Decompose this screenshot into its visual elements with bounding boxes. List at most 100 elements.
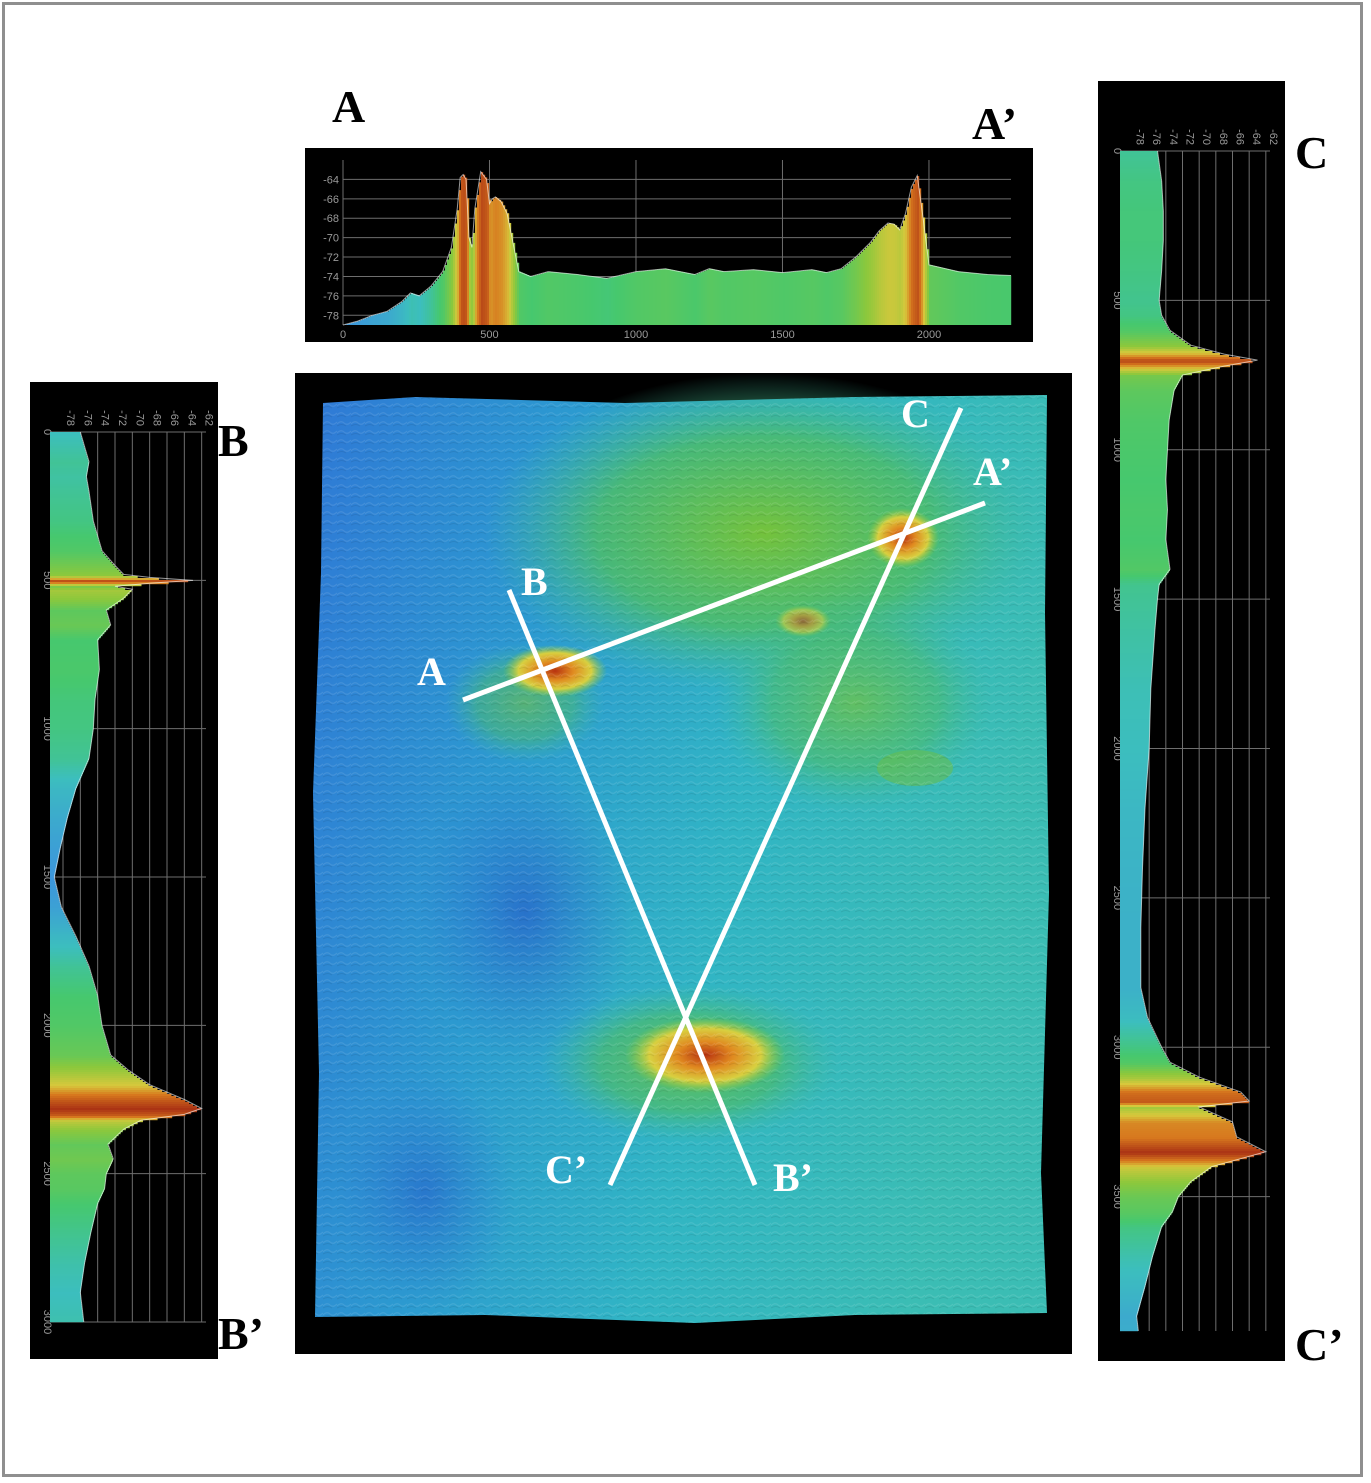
profile-a-depth-tick: -68	[323, 213, 339, 225]
profile-b-bar	[50, 786, 77, 789]
profile-b-bar	[50, 476, 87, 479]
profile-c-bar	[1120, 849, 1144, 852]
profile-b-bar	[50, 912, 64, 915]
profile-b-bar	[50, 650, 99, 653]
profile-a-bar	[643, 270, 646, 325]
profile-c-bar	[1120, 883, 1143, 886]
profile-b-bar	[50, 628, 108, 631]
profile-c-bar	[1120, 173, 1161, 176]
profile-c-bar	[1120, 1145, 1253, 1148]
profile-c-bar	[1120, 1093, 1242, 1096]
profile-c-bar	[1120, 1017, 1148, 1020]
profile-c-bar	[1120, 629, 1155, 632]
profile-c-bar	[1120, 281, 1161, 284]
profile-b-bar	[50, 520, 94, 523]
profile-b-bar	[50, 570, 120, 573]
profile-b-bar	[50, 1136, 117, 1139]
profile-a-bar	[501, 201, 504, 325]
profile-c-bar	[1120, 567, 1170, 570]
profile-b-bar	[50, 1122, 138, 1125]
profile-b-bar	[50, 1298, 81, 1301]
profile-c-bar	[1120, 457, 1168, 460]
profile-b-bar	[50, 512, 93, 515]
profile-a-bar	[981, 273, 984, 325]
profile-c-bar	[1120, 1279, 1147, 1282]
profile-b-bar	[50, 1028, 103, 1031]
profile-a-bar	[751, 269, 754, 325]
profile-a-bar	[689, 273, 692, 325]
profile-b-bar	[50, 444, 84, 447]
profile-c-bar	[1120, 869, 1143, 872]
profile-c-bar	[1120, 1207, 1175, 1210]
profile-a-bar	[655, 269, 658, 325]
profile-b-bar	[50, 710, 95, 713]
profile-b-bar	[50, 1172, 108, 1175]
profile-b-bar	[50, 546, 101, 549]
profile-a-bar	[663, 268, 666, 325]
profile-b-bar	[50, 1082, 146, 1085]
profile-a-bar	[729, 271, 732, 325]
profile-b-bar	[50, 1176, 107, 1179]
profile-a-bar	[977, 273, 980, 325]
profile-a-bar	[713, 269, 716, 325]
profile-c-bar	[1120, 1187, 1187, 1190]
profile-b-bar	[50, 908, 62, 911]
profile-c-bar	[1120, 559, 1169, 562]
profile-a-depth-tick: -72	[323, 252, 339, 264]
profile-b-bar	[50, 994, 98, 997]
profile-b-bar	[50, 842, 62, 845]
profile-a-bar	[353, 322, 356, 325]
profile-c-bar	[1120, 949, 1141, 952]
profile-b-bar	[50, 1214, 96, 1217]
profile-c-bar	[1120, 375, 1183, 378]
profile-c-bar	[1120, 1183, 1190, 1186]
profile-c-bar	[1120, 1015, 1147, 1018]
profile-b-bar	[50, 1010, 100, 1013]
profile-b-bar	[50, 948, 82, 951]
profile-c-bar	[1120, 517, 1168, 520]
profile-c-bar	[1120, 783, 1147, 786]
profile-b-bar	[50, 578, 159, 581]
profile-c-bar	[1120, 1053, 1165, 1056]
profile-c-bar	[1120, 817, 1145, 820]
profile-c-bar	[1120, 227, 1164, 230]
profile-a-bar	[487, 183, 490, 325]
profile-b-bar	[50, 770, 84, 773]
profile-a-bar	[383, 312, 386, 325]
profile-a-bar	[949, 269, 952, 325]
profile-b-bar	[50, 824, 66, 827]
profile-b-bar	[50, 644, 98, 647]
profile-a-bar	[887, 223, 890, 325]
profile-a-bar	[779, 272, 782, 325]
profile-b-bar	[50, 884, 56, 887]
profile-c-bar	[1120, 319, 1164, 322]
profile-a-bar	[767, 271, 770, 325]
profile-b-bar	[50, 1142, 111, 1145]
profile-a-bar	[753, 269, 756, 325]
profile-c-bar	[1120, 677, 1152, 680]
profile-c-bar	[1120, 1127, 1234, 1130]
profile-b-bar	[50, 668, 100, 671]
profile-a-bar	[881, 229, 884, 325]
profile-c-bar	[1120, 835, 1144, 838]
profile-c-bar	[1120, 259, 1163, 262]
profile-b-bar	[50, 906, 62, 909]
profile-a-bar	[571, 273, 574, 325]
profile-a-bar	[611, 277, 614, 325]
profile-c-bar	[1120, 729, 1150, 732]
profile-c-bar	[1120, 645, 1154, 648]
profile-c-bar	[1120, 417, 1170, 420]
profile-c-line	[1136, 150, 1268, 1332]
profile-c-bar	[1120, 337, 1180, 340]
profile-c-bar	[1120, 1153, 1262, 1156]
profile-c-bar	[1120, 879, 1143, 882]
profile-a-depth-tick: -64	[323, 174, 339, 186]
profile-b-bar	[50, 584, 142, 587]
profile-a-bar	[851, 260, 854, 325]
profile-c-bar	[1120, 217, 1164, 220]
profile-c-bar	[1120, 1237, 1159, 1240]
profile-b-bar	[50, 1284, 82, 1287]
profile-c-bar	[1120, 405, 1172, 408]
profile-c-bar	[1120, 1195, 1180, 1198]
profile-b-bar	[50, 1268, 84, 1271]
